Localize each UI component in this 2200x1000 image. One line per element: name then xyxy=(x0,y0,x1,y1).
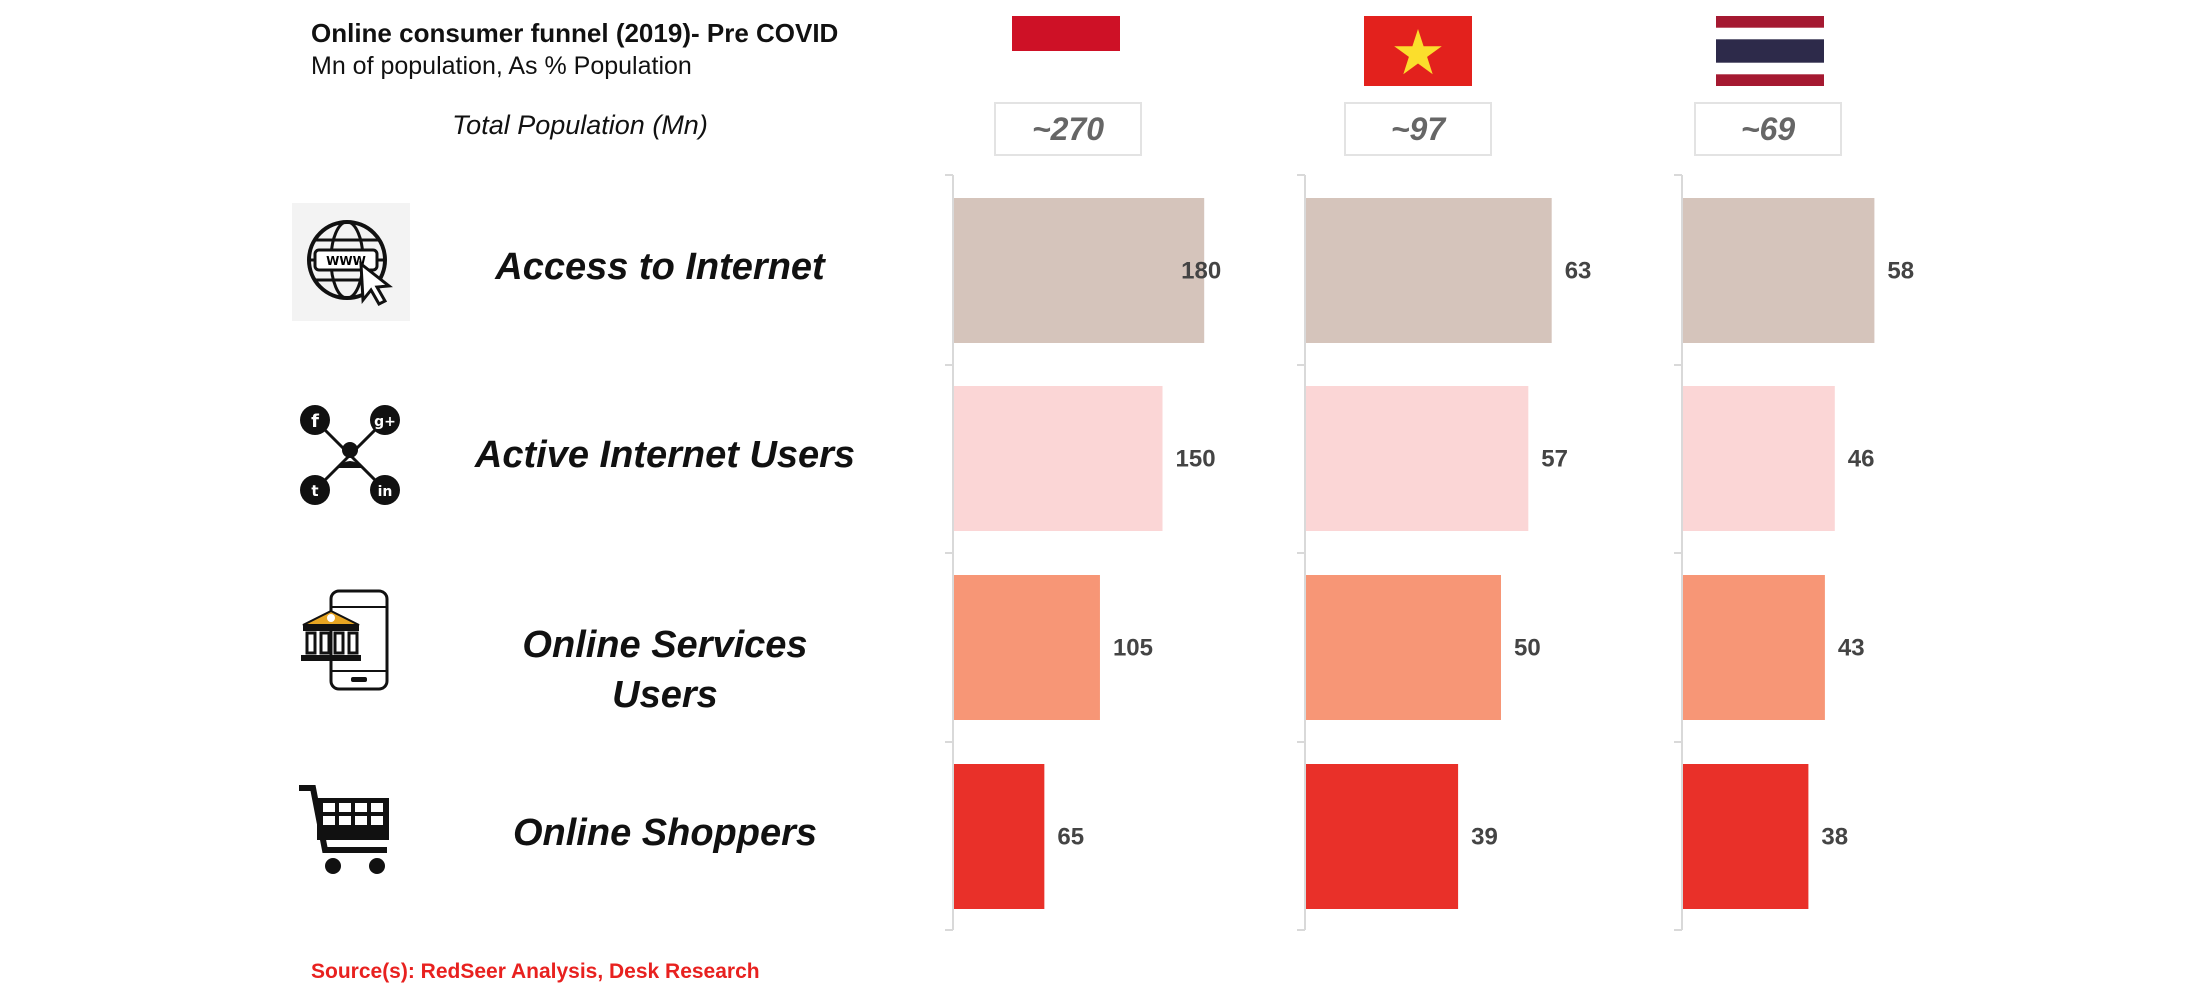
value-label-0-3: 65 xyxy=(1057,824,1084,851)
social-network-icon: f g+ t in xyxy=(295,400,405,510)
total-population-label: Total Population (Mn) xyxy=(452,110,708,140)
bar-0-2 xyxy=(954,575,1100,720)
value-label-1-1: 57 xyxy=(1541,446,1568,473)
value-label-0-1: 150 xyxy=(1176,446,1216,473)
svg-text:WWW: WWW xyxy=(326,254,366,268)
svg-text:t: t xyxy=(311,482,318,500)
value-label-1-2: 50 xyxy=(1514,635,1541,662)
bar-1-2 xyxy=(1306,575,1501,720)
value-label-0-0: 180 xyxy=(1181,258,1221,285)
chart-subtitle: Mn of population, As % Population xyxy=(311,52,692,80)
svg-text:in: in xyxy=(378,484,393,500)
value-label-1-0: 63 xyxy=(1565,258,1592,285)
bar-0-0 xyxy=(954,198,1205,343)
population-box-thailand: ~69 xyxy=(1694,102,1842,156)
shopping-cart-icon xyxy=(295,780,405,890)
value-label-2-2: 43 xyxy=(1838,635,1865,662)
category-label-online-services-users: Online Services Users xyxy=(455,620,875,720)
mobile-bank-icon xyxy=(295,585,405,695)
bar-1-3 xyxy=(1306,764,1459,909)
www-globe-icon: WWW xyxy=(292,203,410,321)
bar-1-0 xyxy=(1306,198,1552,343)
thailand-flag-icon xyxy=(1716,16,1824,86)
source-note: Source(s): RedSeer Analysis, Desk Resear… xyxy=(311,960,760,983)
category-label-access-to-internet: Access to Internet xyxy=(495,246,825,288)
bar-2-0 xyxy=(1683,198,1875,343)
vietnam-flag-icon xyxy=(1364,16,1472,86)
bar-1-1 xyxy=(1306,386,1529,531)
category-label-online-shoppers: Online Shoppers xyxy=(512,812,818,854)
category-label-online-services-users-text: Online Services Users xyxy=(522,624,808,716)
bar-2-3 xyxy=(1683,764,1809,909)
value-label-2-0: 58 xyxy=(1887,258,1914,285)
population-box-vietnam: ~97 xyxy=(1344,102,1492,156)
bar-2-2 xyxy=(1683,575,1825,720)
bar-0-1 xyxy=(954,386,1163,531)
population-box-indonesia: ~270 xyxy=(994,102,1142,156)
svg-text:g+: g+ xyxy=(374,414,396,430)
value-label-2-1: 46 xyxy=(1848,446,1875,473)
bar-2-1 xyxy=(1683,386,1835,531)
svg-text:f: f xyxy=(311,411,319,432)
chart-title: Online consumer funnel (2019)- Pre COVID xyxy=(311,18,839,48)
indonesia-flag-icon xyxy=(1012,16,1120,86)
value-label-2-3: 38 xyxy=(1821,824,1848,851)
bar-0-3 xyxy=(954,764,1045,909)
value-label-0-2: 105 xyxy=(1113,635,1153,662)
value-label-1-3: 39 xyxy=(1471,824,1498,851)
category-label-active-internet-users: Active Internet Users xyxy=(474,434,856,476)
